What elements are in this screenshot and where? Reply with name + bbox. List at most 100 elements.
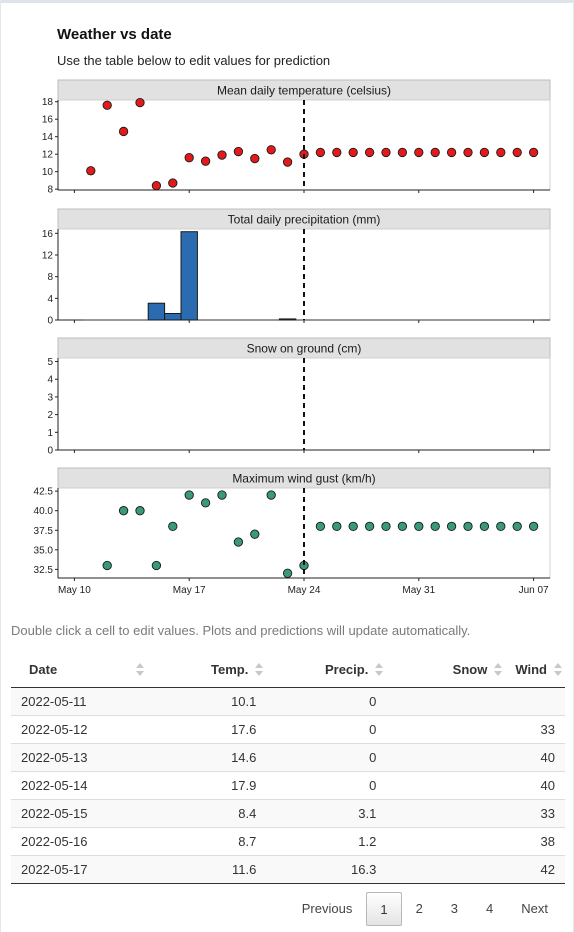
sort-icon [494, 663, 503, 677]
cell-precip[interactable]: 0 [266, 687, 387, 716]
cell-temp[interactable]: 11.6 [147, 855, 267, 884]
cell-date[interactable]: 2022-05-12 [11, 715, 148, 744]
y-tick-label: 37.5 [34, 526, 54, 537]
cell-date[interactable]: 2022-05-17 [11, 855, 148, 884]
cell-temp[interactable]: 17.6 [147, 715, 267, 744]
wind-point [397, 521, 408, 531]
weather-table: Date Temp. Precip. Snow Wind 2022-05-11 … [11, 652, 565, 884]
cell-precip[interactable]: 0 [266, 771, 387, 800]
cell-temp[interactable]: 14.6 [147, 743, 267, 772]
temp-point [463, 147, 473, 158]
wind-point [348, 521, 358, 531]
cell-date[interactable]: 2022-05-14 [11, 771, 148, 800]
y-tick-label: 35.0 [34, 545, 54, 556]
page-button-4[interactable]: 4 [486, 901, 494, 916]
cell-precip[interactable]: 0 [266, 743, 387, 772]
cell-snow[interactable] [386, 715, 506, 744]
cell-precip[interactable]: 16.3 [266, 855, 387, 884]
table-header-row: Date Temp. Precip. Snow Wind [11, 652, 565, 688]
cell-wind[interactable]: 40 [505, 743, 565, 772]
x-tick-label: May 31 [402, 585, 435, 596]
wind-point [479, 521, 490, 531]
wind-point [102, 560, 112, 571]
y-tick-label: 3 [47, 392, 53, 403]
cell-snow[interactable] [386, 799, 506, 828]
y-tick-label: 4 [47, 375, 53, 386]
cell-wind[interactable] [505, 687, 565, 716]
sort-icon [375, 663, 384, 677]
cell-snow[interactable] [386, 827, 506, 856]
cell-wind[interactable]: 38 [505, 827, 565, 856]
temp-point [266, 145, 276, 155]
cell-date[interactable]: 2022-05-13 [11, 743, 148, 772]
table-row: 2022-05-11 10.1 0 [11, 687, 565, 716]
wind-point [217, 490, 227, 500]
cell-date[interactable]: 2022-05-11 [11, 687, 148, 716]
column-header-label: Date [29, 662, 58, 677]
next-button[interactable]: Next [521, 901, 548, 916]
cell-snow[interactable] [386, 687, 506, 716]
temp-series [86, 97, 539, 191]
card-title: Weather vs date [57, 26, 172, 43]
temp-point [102, 100, 112, 110]
cell-wind[interactable]: 33 [505, 799, 565, 828]
column-header-date[interactable]: Date [11, 652, 148, 688]
wind-point [512, 521, 522, 531]
temp-point [135, 97, 145, 108]
cell-temp[interactable]: 8.7 [147, 827, 267, 856]
x-tick-label: May 17 [173, 585, 206, 596]
cell-temp[interactable]: 8.4 [147, 799, 267, 828]
cell-temp[interactable]: 10.1 [147, 687, 267, 716]
cell-precip[interactable]: 3.1 [266, 799, 387, 828]
temp-point [381, 147, 391, 158]
cell-temp[interactable]: 17.9 [147, 771, 267, 800]
column-header-label: Wind [515, 662, 547, 677]
temp-point [118, 126, 129, 137]
wind-point [266, 490, 276, 500]
cell-wind[interactable]: 42 [505, 855, 565, 884]
column-header-temp[interactable]: Temp. [147, 652, 267, 688]
wind-point [250, 529, 260, 539]
wind-point [135, 506, 145, 516]
column-header-wind[interactable]: Wind [505, 652, 565, 688]
cell-snow[interactable] [386, 771, 506, 800]
cell-date[interactable]: 2022-05-16 [11, 827, 148, 856]
y-tick-label: 16 [42, 229, 54, 240]
x-tick-label: May 24 [288, 585, 321, 596]
cell-snow[interactable] [386, 743, 506, 772]
temp-point [414, 147, 424, 158]
temp-point [168, 178, 178, 188]
table-row: 2022-05-17 11.6 16.3 42 [11, 855, 565, 884]
page-button-2[interactable]: 2 [415, 901, 423, 916]
temp-point [332, 147, 342, 158]
temp-point [151, 180, 162, 191]
wind-point [184, 490, 194, 500]
cell-precip[interactable]: 1.2 [266, 827, 387, 856]
wind-series [102, 490, 539, 578]
table-row: 2022-05-15 8.4 3.1 33 [11, 799, 565, 828]
y-tick-label: 12 [42, 251, 54, 262]
temp-point [364, 147, 375, 158]
wind-point [315, 521, 326, 531]
temp-point [528, 147, 539, 158]
facet-title: Total daily precipitation (mm) [228, 213, 381, 227]
weather-chart: Mean daily temperature (celsius)81012141… [34, 79, 551, 596]
wind-point [200, 498, 211, 508]
page-button-1[interactable]: 1 [366, 892, 402, 926]
temp-point [512, 147, 522, 158]
previous-button[interactable]: Previous [301, 901, 353, 916]
cell-date[interactable]: 2022-05-15 [11, 799, 148, 828]
y-tick-label: 12 [42, 150, 54, 161]
column-header-snow[interactable]: Snow [386, 652, 506, 688]
cell-wind[interactable]: 40 [505, 771, 565, 800]
wind-point [168, 521, 178, 531]
wind-point [381, 521, 391, 531]
cell-snow[interactable] [386, 855, 506, 884]
column-header-precip[interactable]: Precip. [266, 652, 387, 688]
page-button-3[interactable]: 3 [450, 901, 459, 916]
temp-point [397, 147, 408, 158]
cell-wind[interactable]: 33 [505, 715, 565, 744]
temp-point [446, 147, 457, 158]
wind-point [118, 506, 129, 516]
cell-precip[interactable]: 0 [266, 715, 387, 744]
